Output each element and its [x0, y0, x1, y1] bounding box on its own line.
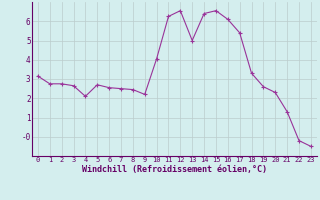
X-axis label: Windchill (Refroidissement éolien,°C): Windchill (Refroidissement éolien,°C) — [82, 165, 267, 174]
